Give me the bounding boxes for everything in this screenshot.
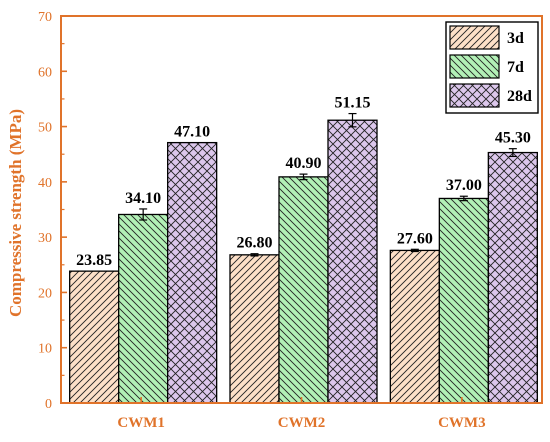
data-label-7d-CWM1: 34.10: [125, 190, 161, 207]
legend-label-7d: 7d: [507, 59, 524, 76]
y-axis-label: Compressive strength (MPa): [6, 109, 25, 317]
bar-28d-CWM2: [327, 119, 378, 404]
data-label-28d-CWM3: 45.30: [495, 130, 531, 147]
bar-3d-CWM2: [229, 254, 280, 404]
y-tick-label-20: 20: [38, 286, 52, 301]
data-label-28d-CWM1: 47.10: [174, 124, 210, 141]
x-tick-label-CWM2: CWM2: [278, 415, 326, 431]
data-label-3d-CWM2: 26.80: [237, 235, 273, 252]
data-label-3d-CWM1: 23.85: [76, 252, 112, 269]
axes: 0 10 20 30 40 50 60 70 CWM1 CWM2 CWM3: [38, 10, 543, 431]
plot-area: 23.85 26.80 27.60 34.10 40.90 37.00 47.10 51.15…: [69, 95, 538, 404]
legend-label-3d: 3d: [507, 30, 524, 47]
y-tick-label-30: 30: [38, 231, 52, 246]
data-label-7d-CWM2: 40.90: [286, 155, 322, 172]
legend-swatch-28d: [449, 83, 500, 108]
y-tick-label-50: 50: [38, 121, 52, 136]
bar-28d-CWM1: [167, 141, 218, 404]
y-tick-label-70: 70: [38, 10, 52, 25]
x-tick-label-CWM1: CWM1: [117, 415, 165, 431]
data-label-7d-CWM3: 37.00: [446, 177, 482, 194]
legend-label-28d: 28d: [507, 88, 532, 105]
data-label-28d-CWM2: 51.15: [335, 95, 371, 112]
y-tick-label-10: 10: [38, 342, 52, 357]
bar-3d-CWM1: [69, 270, 120, 404]
bar-28d-CWM3: [487, 151, 538, 404]
legend-swatch-7d: [449, 54, 500, 79]
y-tick-label-0: 0: [45, 397, 52, 412]
y-tick-label-40: 40: [38, 176, 52, 191]
legend: 3d 7d 28d: [445, 21, 539, 114]
bar-7d-CWM3: [438, 197, 489, 404]
bar-3d-CWM3: [389, 249, 440, 404]
bar-7d-CWM2: [278, 176, 329, 404]
bar-7d-CWM1: [118, 213, 169, 404]
y-tick-label-60: 60: [38, 65, 52, 80]
legend-swatch-3d: [449, 25, 500, 50]
data-label-3d-CWM3: 27.60: [397, 230, 433, 247]
x-tick-label-CWM3: CWM3: [438, 415, 486, 431]
